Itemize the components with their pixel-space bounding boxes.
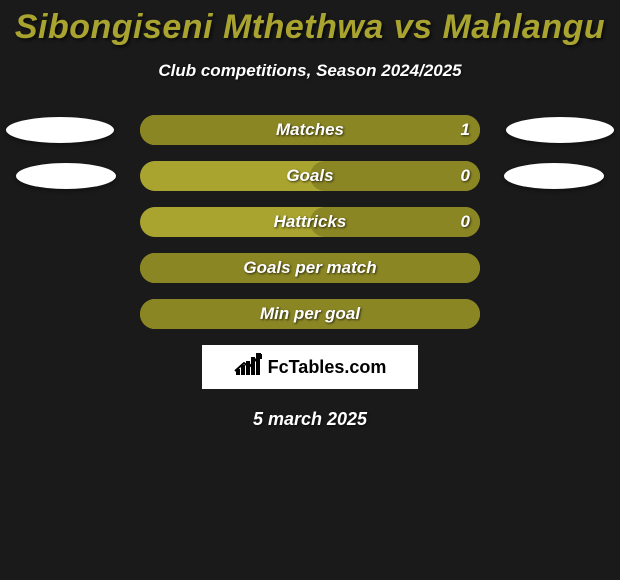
subtitle: Club competitions, Season 2024/2025 xyxy=(0,61,620,81)
date-text: 5 march 2025 xyxy=(0,409,620,430)
title: Sibongiseni Mthethwa vs Mahlangu xyxy=(0,0,620,47)
bar-label: Goals per match xyxy=(140,253,480,283)
player1-name: Sibongiseni Mthethwa xyxy=(15,8,384,46)
stat-row: Matches1 xyxy=(0,115,620,145)
stat-row: Goals per match xyxy=(0,253,620,283)
bar-label: Goals xyxy=(140,161,480,191)
bar-label: Matches xyxy=(140,115,480,145)
bar-label: Min per goal xyxy=(140,299,480,329)
stat-row: Hattricks0 xyxy=(0,207,620,237)
player2-name: Mahlangu xyxy=(442,8,605,46)
left-ellipse-icon xyxy=(16,163,116,189)
bar-value: 0 xyxy=(461,207,470,237)
right-ellipse-icon xyxy=(506,117,614,143)
logo-box: FcTables.com xyxy=(202,345,418,389)
vs-text: vs xyxy=(394,8,433,46)
logo-text: FcTables.com xyxy=(268,357,387,378)
left-ellipse-icon xyxy=(6,117,114,143)
stat-row: Goals0 xyxy=(0,161,620,191)
stat-rows: Matches1Goals0Hattricks0Goals per matchM… xyxy=(0,115,620,329)
logo-barchart-icon xyxy=(234,353,264,382)
bar-value: 0 xyxy=(461,161,470,191)
bar-label: Hattricks xyxy=(140,207,480,237)
bar-value: 1 xyxy=(461,115,470,145)
right-ellipse-icon xyxy=(504,163,604,189)
stat-row: Min per goal xyxy=(0,299,620,329)
